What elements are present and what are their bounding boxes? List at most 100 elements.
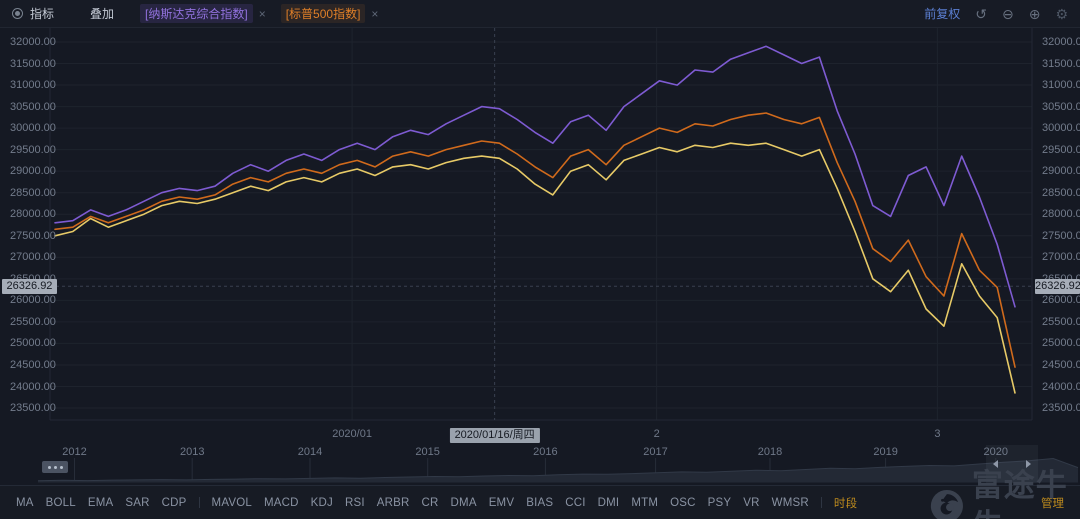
y-tick-label: 25500.00 <box>1042 315 1080 328</box>
y-tick-label: 28500.00 <box>10 186 56 199</box>
y-tick-label: 30000.00 <box>10 122 56 135</box>
indicator-OSC[interactable]: OSC <box>670 496 696 509</box>
crosshair-price-tag-right: 26326.92 <box>1035 279 1080 294</box>
crosshair-date-tag: 2020/01/16/周四 <box>449 428 540 443</box>
main-chart-area[interactable]: 32000.00 31500.00 31000.00 30500.00 30000.00… <box>0 28 1080 445</box>
indicator-WMSR[interactable]: WMSR <box>771 496 809 509</box>
manage-button[interactable]: 管理 <box>1041 497 1064 510</box>
nav-area-outline <box>37 457 1079 482</box>
topbar: 指标 叠加 [纳斯达克综合指数] × [标普500指数] × 前复权 ↺ ⊖ ⊕… <box>0 0 1080 28</box>
y-tick-label: 27500.00 <box>10 229 56 242</box>
indicator-MA[interactable]: MA <box>16 496 34 509</box>
indicator-MACD[interactable]: MACD <box>263 496 299 509</box>
toolbar-separator <box>820 497 822 508</box>
series-line-1 <box>54 112 1016 368</box>
y-tick-label: 24500.00 <box>1042 358 1080 371</box>
y-tick-label: 31500.00 <box>10 57 56 70</box>
close-icon[interactable]: × <box>371 6 379 21</box>
y-tick-label: 28000.00 <box>10 208 56 221</box>
zoom-in-icon[interactable]: ⊕ <box>1028 5 1041 22</box>
series-line-0 <box>54 45 1016 308</box>
indicator-DMI[interactable]: DMI <box>597 496 620 509</box>
y-tick-label: 26000.00 <box>1042 294 1080 307</box>
close-icon[interactable]: × <box>258 6 266 21</box>
y-tick-label: 29000.00 <box>10 165 56 178</box>
y-tick-label: 31500.00 <box>1042 57 1080 70</box>
toolbar-separator <box>198 497 200 508</box>
y-tick-label: 30500.00 <box>10 100 56 113</box>
y-tick-label: 29500.00 <box>1042 143 1080 156</box>
y-tick-label: 24000.00 <box>1042 380 1080 393</box>
tab-nasdaq-composite-index[interactable]: [纳斯达克综合指数] <box>140 4 253 23</box>
indicator-CR[interactable]: CR <box>421 496 439 509</box>
y-tick-label: 27000.00 <box>10 251 56 264</box>
y-tick-label: 25000.00 <box>10 337 56 350</box>
overlay-button[interactable]: 叠加 <box>90 7 115 21</box>
indicator-VR[interactable]: VR <box>743 496 760 509</box>
y-tick-label: 28000.00 <box>1042 208 1080 221</box>
y-tick-label: 26000.00 <box>10 294 56 307</box>
indicator-KDJ[interactable]: KDJ <box>310 496 333 509</box>
y-tick-label: 30500.00 <box>1042 100 1080 113</box>
x-tick-label: 3 <box>934 428 941 440</box>
y-tick-label: 30000.00 <box>1042 122 1080 135</box>
navigator-year-label: 2014 <box>297 446 323 458</box>
indicator-menu[interactable]: 指标 <box>30 7 55 21</box>
tab-sp500-index[interactable]: [标普500指数] <box>280 4 366 23</box>
indicator-MAVOL[interactable]: MAVOL <box>211 496 252 509</box>
navigator-year-label: 2012 <box>62 446 87 458</box>
y-tick-label: 29000.00 <box>1042 165 1080 178</box>
y-tick-label: 23500.00 <box>1042 402 1080 414</box>
y-tick-label: 24500.00 <box>10 358 56 371</box>
indicator-BOLL[interactable]: BOLL <box>45 496 76 509</box>
forward-adjust-button[interactable]: 前复权 <box>924 7 961 21</box>
indicator-时段[interactable]: 时段 <box>833 497 858 510</box>
zoom-out-icon[interactable]: ⊖ <box>1001 5 1014 22</box>
indicator-CDP[interactable]: CDP <box>161 496 187 509</box>
navigator-year-label: 2018 <box>757 446 783 458</box>
indicator-DMA[interactable]: DMA <box>450 496 477 509</box>
indicator-toolbar: MA BOLL EMA SAR CDP MAVOL MACD KDJ RSI ARBR CR DMA E… <box>0 485 1080 519</box>
range-left-arrow-icon[interactable] <box>993 460 998 468</box>
navigator-year-label: 2016 <box>533 446 558 458</box>
navigator-year-label: 2017 <box>643 446 668 458</box>
y-tick-label: 27000.00 <box>1042 251 1080 264</box>
y-tick-label: 29500.00 <box>10 143 56 156</box>
navigator-year-label: 2020 <box>983 446 1008 458</box>
navigator-mini-chart <box>37 457 1079 483</box>
indicator-MTM[interactable]: MTM <box>631 496 659 509</box>
nav-area-fill <box>38 458 1078 483</box>
y-tick-label: 23500.00 <box>10 402 56 414</box>
x-tick-label: 2020/01 <box>332 428 372 440</box>
topbar-right-group: 前复权 ↺ ⊖ ⊕ ⚙ <box>924 5 1068 22</box>
indicator-RSI[interactable]: RSI <box>344 496 365 509</box>
x-tick-label: 2 <box>653 428 660 440</box>
undo-icon[interactable]: ↺ <box>975 5 987 22</box>
navigator-year-label: 2013 <box>179 446 205 458</box>
series-line-2 <box>54 142 1016 394</box>
crosshair-price-tag-left: 26326.92 <box>2 279 57 294</box>
indicator-BIAS[interactable]: BIAS <box>526 496 554 509</box>
indicator-PSY[interactable]: PSY <box>707 496 732 509</box>
range-right-arrow-icon[interactable] <box>1026 460 1031 468</box>
y-tick-label: 32000.00 <box>1042 36 1080 48</box>
y-tick-label: 31000.00 <box>1042 79 1080 92</box>
y-tick-label: 25500.00 <box>10 315 56 328</box>
indicator-CCI[interactable]: CCI <box>565 496 586 509</box>
y-tick-label: 27500.00 <box>1042 229 1080 242</box>
y-tick-label: 28500.00 <box>1042 186 1080 199</box>
indicator-target-icon[interactable] <box>12 8 23 19</box>
y-tick-label: 31000.00 <box>10 79 56 92</box>
indicator-ARBR[interactable]: ARBR <box>376 496 410 509</box>
navigator-selected-range[interactable] <box>986 445 1038 483</box>
scrollbar-handle[interactable] <box>42 461 68 473</box>
navigator-year-label: 2015 <box>415 446 440 458</box>
indicator-SAR[interactable]: SAR <box>125 496 150 509</box>
y-tick-label: 24000.00 <box>10 380 56 393</box>
indicator-EMV[interactable]: EMV <box>488 496 515 509</box>
overlay-line-chart <box>49 28 1033 421</box>
settings-gear-icon[interactable]: ⚙ <box>1055 5 1068 22</box>
indicator-EMA[interactable]: EMA <box>87 496 114 509</box>
timeline-navigator[interactable]: 2012 2013 2014 2015 2016 2017 2018 2019 2020 <box>0 445 1080 485</box>
